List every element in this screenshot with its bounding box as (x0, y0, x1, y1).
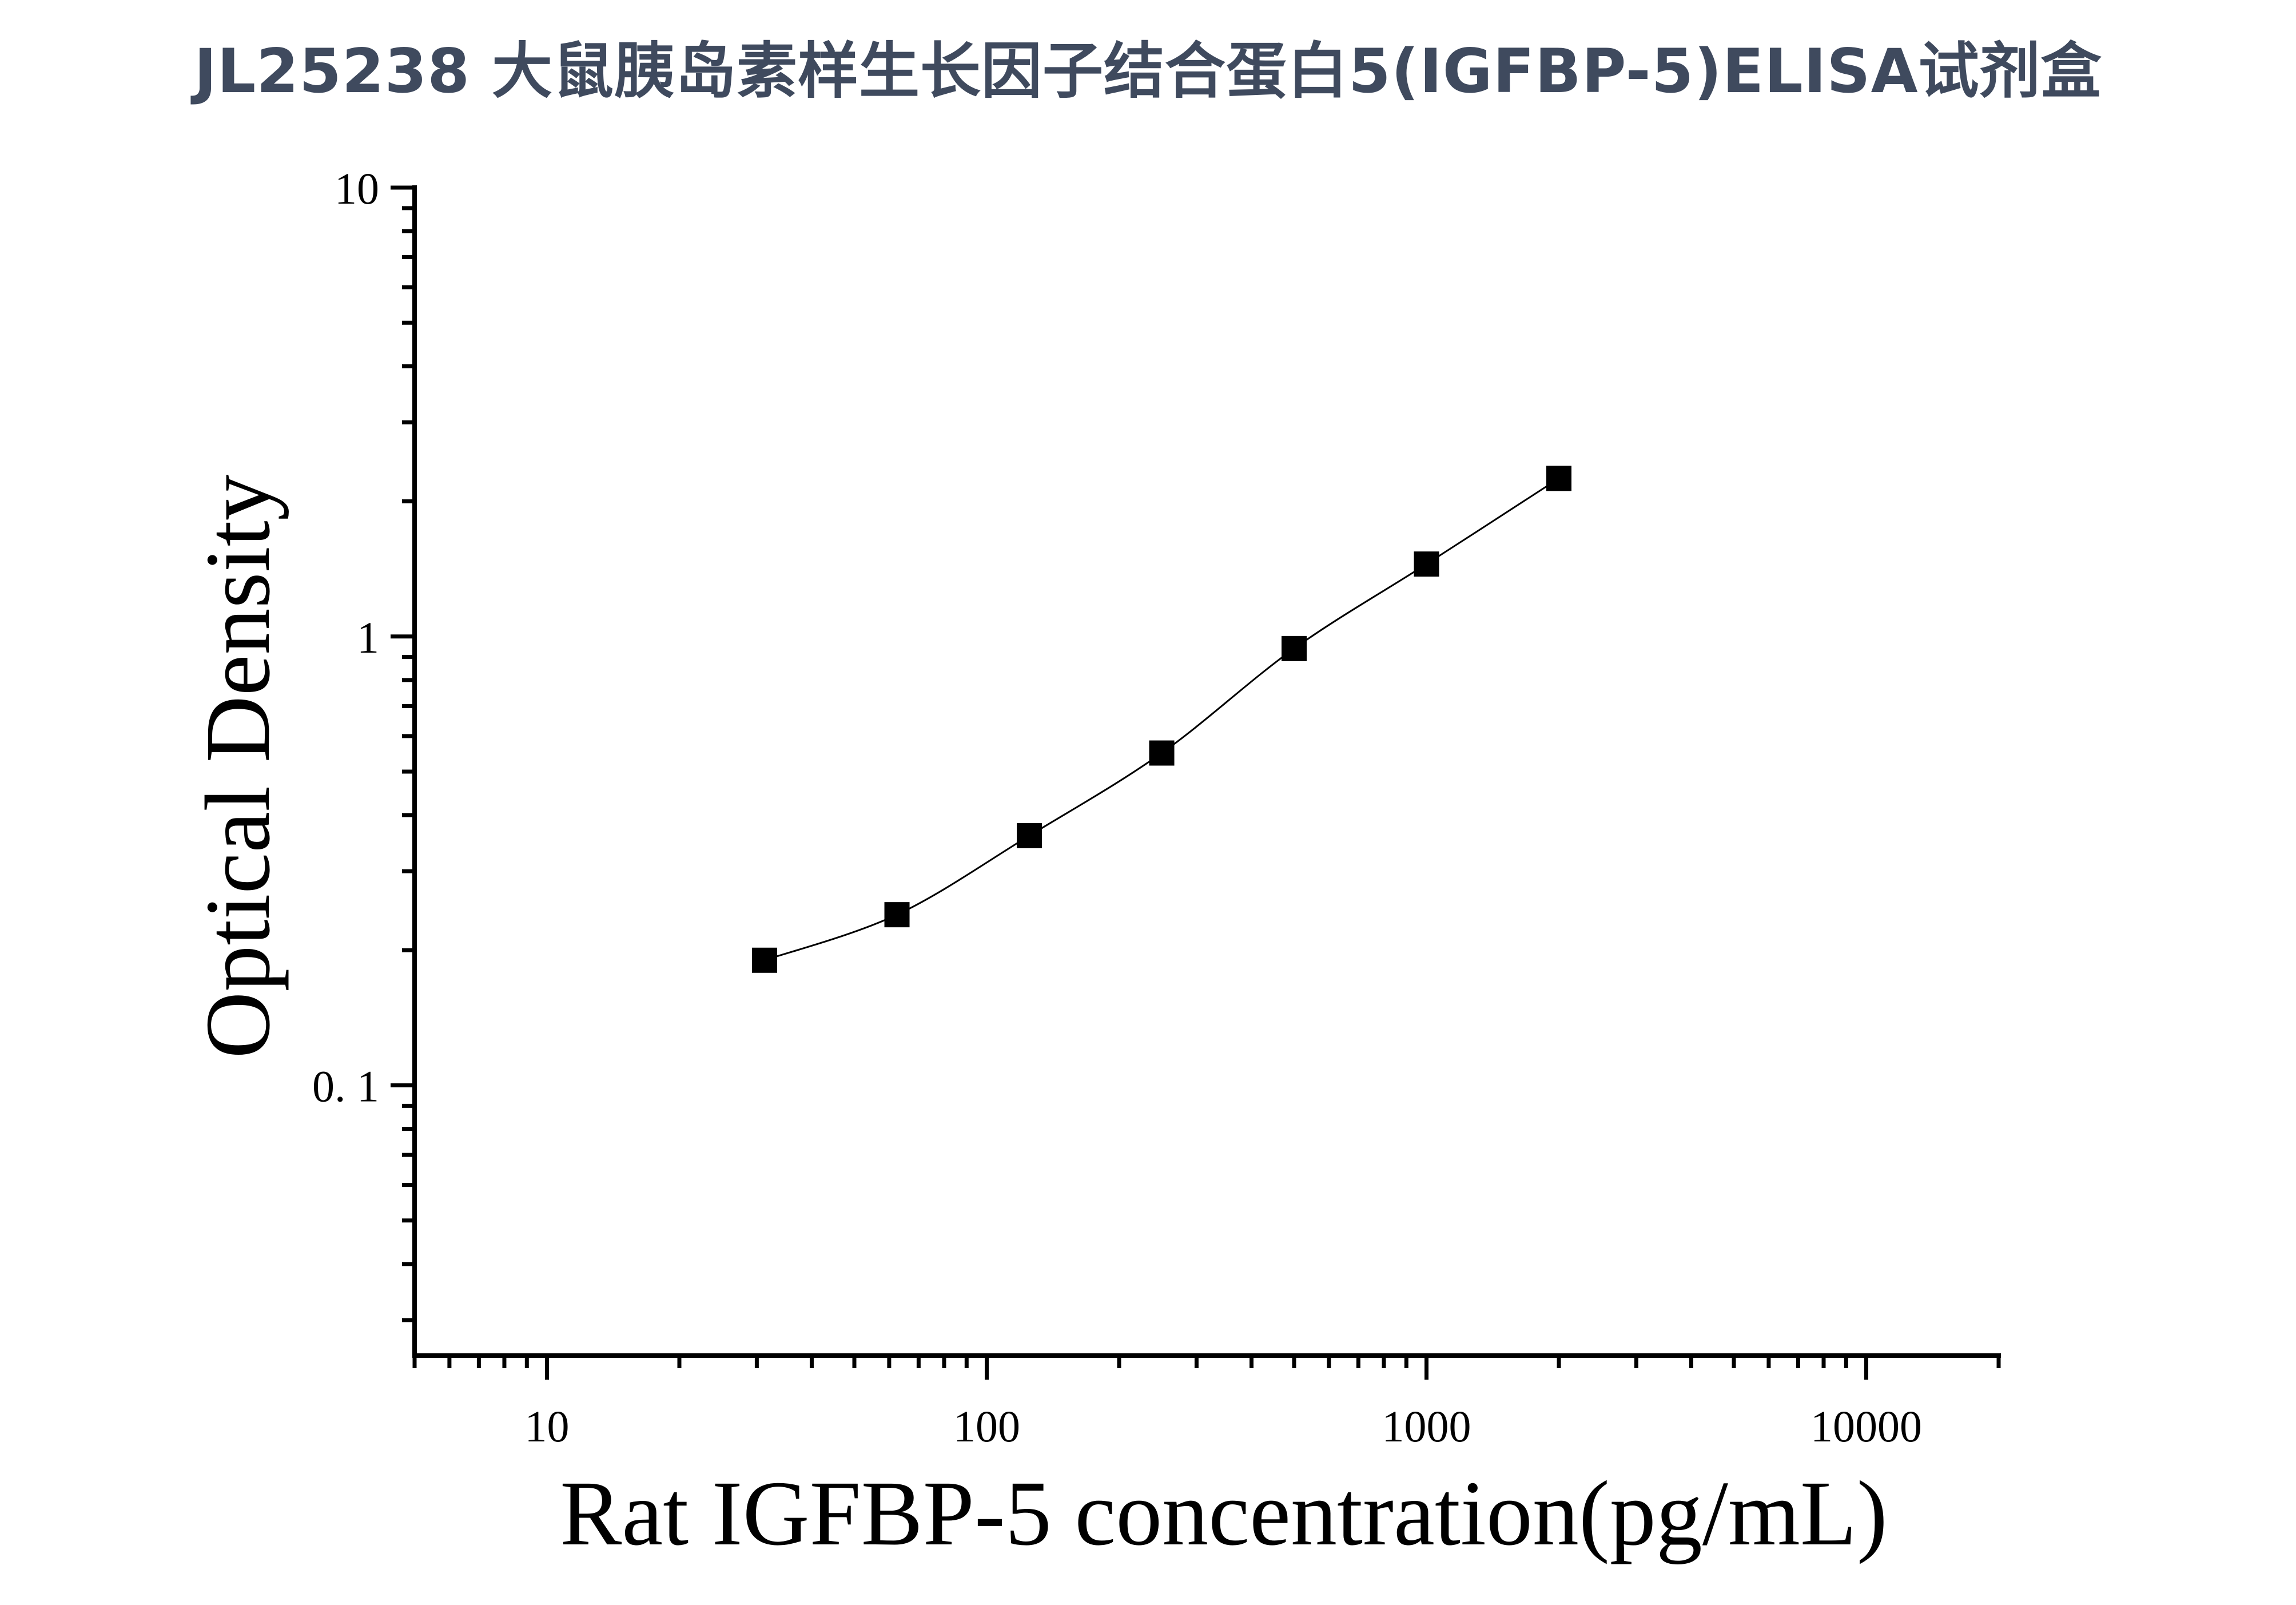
data-point (1017, 823, 1042, 848)
data-point (1546, 466, 1571, 491)
data-points (752, 466, 1571, 973)
y-tick-label: 0. 1 (312, 1062, 379, 1111)
x-tick-label: 1000 (1382, 1401, 1471, 1451)
data-point (1149, 740, 1175, 766)
fit-curve-layer (764, 478, 1559, 962)
y-axis-label: Optical Density (187, 474, 289, 1058)
x-tick-label: 10000 (1810, 1401, 1922, 1451)
y-tick-label: 1 (357, 613, 379, 662)
tick-labels: 10 100 1000 10000 0. 1 1 10 (312, 164, 1922, 1451)
fit-curve (764, 478, 1559, 962)
x-axis-label: Rat IGFBP-5 concentration(pg/mL) (560, 1463, 1888, 1565)
axes (391, 185, 2001, 1380)
x-tick-label: 10 (524, 1401, 569, 1451)
data-point (884, 902, 910, 928)
page-title: JL25238 大鼠胰岛素样生长因子结合蛋白5(IGFBP-5)ELISA试剂盒 (194, 36, 2102, 106)
data-point (1414, 551, 1439, 577)
x-tick-label: 100 (953, 1401, 1020, 1451)
y-tick-label: 10 (335, 164, 379, 213)
data-point (752, 947, 778, 973)
data-point (1282, 635, 1307, 661)
